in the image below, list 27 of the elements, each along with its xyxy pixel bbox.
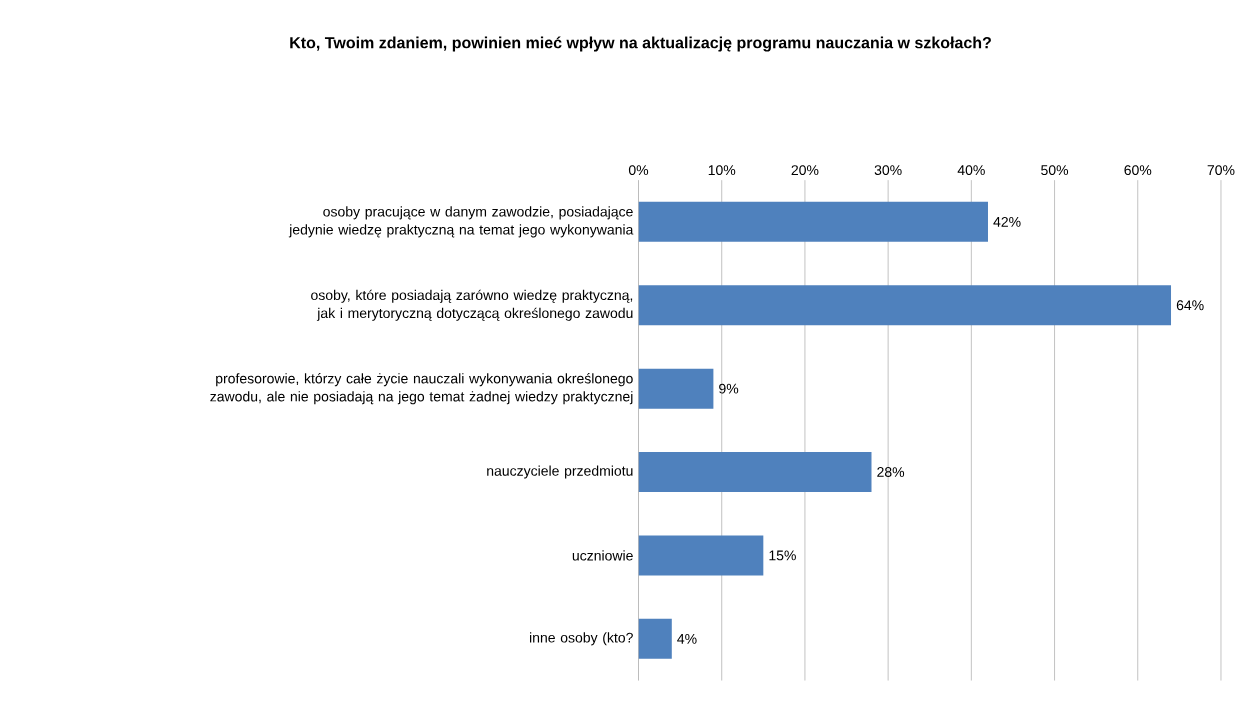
- data-label: 15%: [769, 550, 796, 561]
- bar: [638, 202, 988, 243]
- data-label: 4%: [677, 634, 697, 644]
- y-tick-label: osoby pracujące w danym zawodzie, posiadające jedynie wiedzę praktyczną na temat jego wykonywania: [288, 206, 634, 238]
- data-label: 9%: [719, 383, 739, 394]
- y-tick-label: inne osoby (kto?: [530, 632, 633, 646]
- x-tick-label: 20%: [791, 165, 819, 176]
- bar: [638, 452, 872, 493]
- y-tick-label: nauczyciele przedmiotu: [487, 465, 633, 479]
- data-label: 42%: [993, 217, 1021, 228]
- x-tick-label: 0%: [628, 165, 649, 176]
- y-tick-label: uczniowie: [572, 550, 633, 561]
- x-tick-label: 70%: [1207, 165, 1235, 176]
- bar: [638, 619, 672, 660]
- data-label: 64%: [1176, 300, 1204, 311]
- x-tick-label: 60%: [1124, 165, 1152, 176]
- bar: [638, 535, 764, 576]
- y-tick-label: profesorowie, którzy całe życie nauczali wykonywania określonego zawodu, ale nie posiadają na jego temat żadnej wiedzy praktycznej: [210, 373, 633, 405]
- x-tick-label: 10%: [708, 165, 736, 176]
- bar: [638, 285, 1172, 326]
- bar: [638, 368, 714, 409]
- x-tick-label: 30%: [874, 165, 902, 176]
- chart-title: Kto, Twoim zdaniem, powinien mieć wpływ na aktualizację programu nauczania w szkołach?: [290, 36, 991, 52]
- y-tick-label: osoby, które posiadają zarówno wiedzę praktyczną, jak i merytoryczną dotyczącą określonego zawodu: [311, 289, 633, 322]
- x-tick-label: 50%: [1041, 165, 1069, 176]
- x-tick-label: 40%: [957, 165, 985, 176]
- data-label: 28%: [877, 467, 905, 478]
